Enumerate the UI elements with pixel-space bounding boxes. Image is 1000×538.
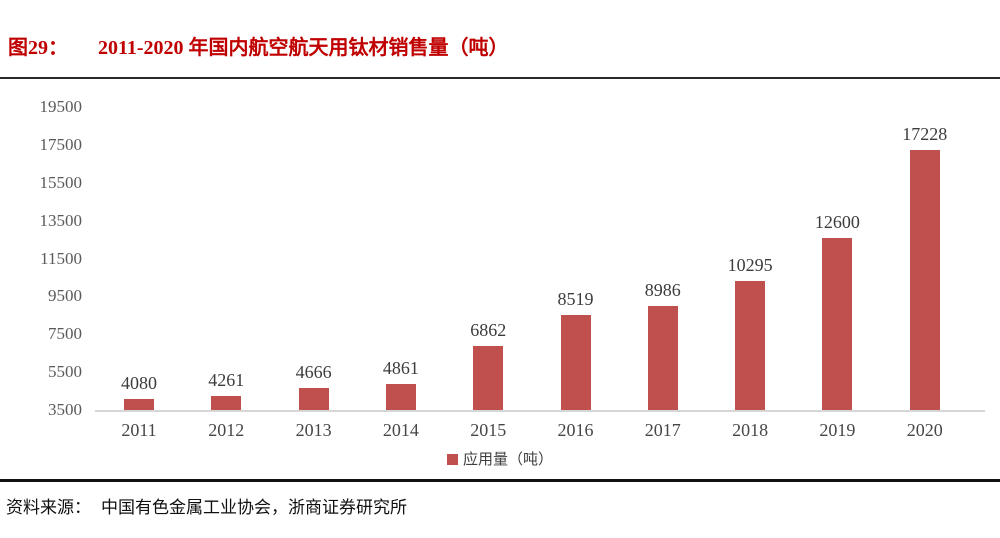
chart-legend: 应用量（吨） (0, 448, 1000, 469)
x-axis-line (95, 410, 985, 412)
data-label-2012: 4261 (208, 369, 245, 390)
bar-2012 (211, 395, 242, 410)
data-label-2017: 8986 (644, 280, 681, 301)
y-axis-tick-label: 19500 (39, 97, 83, 116)
data-label-2019: 12600 (814, 211, 860, 232)
chart-area: 3500 5500 7500 9500 11500 13500 15500 17500 1950… (0, 86, 1000, 446)
figure-number-label: 图29： (8, 37, 68, 59)
y-axis-tick-label: 5500 (48, 362, 82, 382)
bar-2020 (909, 150, 940, 410)
x-axis-tick-label-2019: 2019 (819, 420, 856, 440)
x-axis-tick-label-2020: 2020 (906, 420, 943, 440)
data-label-2011: 4080 (121, 373, 157, 394)
x-axis-tick-label-2016: 2016 (557, 420, 594, 440)
bar-2016 (560, 314, 591, 410)
figure-title: 图29： 2011-2020 年国内航空航天用钛材销售量（吨） (8, 31, 509, 60)
source-text: 中国有色金属工业协会，浙商证券研究所 (101, 498, 407, 517)
x-axis-tick-label-2014: 2014 (382, 420, 419, 440)
bar-2011 (124, 399, 154, 410)
source-line: 资料来源： 中国有色金属工业协会，浙商证券研究所 (6, 493, 407, 518)
data-label-2015: 6862 (470, 320, 507, 341)
title-divider (0, 77, 1000, 79)
footer-divider (0, 479, 1000, 482)
bar-2017 (647, 306, 678, 410)
data-label-2016: 8519 (557, 288, 594, 309)
figure-title-text: 2011-2020 年国内航空航天用钛材销售量（吨） (98, 37, 509, 59)
y-axis-tick-label: 13500 (39, 210, 83, 230)
x-axis-tick-label-2012: 2012 (208, 420, 245, 440)
y-axis-tick-label: 7500 (48, 324, 82, 344)
data-label-2020: 17228 (902, 124, 948, 145)
bar-2018 (735, 281, 766, 410)
x-axis-tick-label-2018: 2018 (732, 420, 769, 440)
legend-marker-square (446, 454, 458, 465)
data-label-2014: 4861 (382, 358, 419, 379)
y-axis-tick-label: 15500 (39, 172, 83, 192)
data-label-2013: 4666 (295, 361, 332, 382)
x-axis-tick-label-2015: 2015 (470, 420, 507, 440)
y-axis-tick-label: 3500 (48, 400, 82, 419)
x-axis-tick-label-2013: 2013 (295, 420, 332, 440)
x-axis-tick-label-2017: 2017 (644, 420, 681, 440)
y-axis-tick-label: 11500 (40, 248, 82, 268)
bar-2014 (385, 384, 416, 410)
bar-2013 (298, 387, 329, 410)
data-label-2018: 10295 (727, 255, 773, 276)
bar-2015 (473, 346, 504, 410)
legend-label: 应用量（吨） (462, 452, 553, 468)
source-prefix: 资料来源： (6, 498, 91, 517)
bar-2019 (822, 237, 853, 410)
y-axis-tick-label: 17500 (39, 134, 83, 154)
x-axis-tick-label-2011: 2011 (121, 420, 157, 440)
y-axis-tick-label: 9500 (48, 286, 82, 306)
